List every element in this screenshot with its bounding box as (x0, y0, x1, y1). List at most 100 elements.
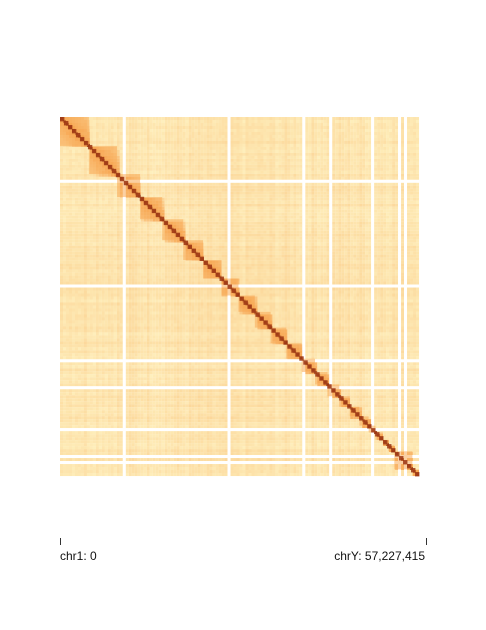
heatmap-cell (305, 131, 309, 135)
heatmap-cell (281, 200, 285, 204)
heatmap-cell (359, 155, 363, 159)
heatmap-cell (290, 176, 294, 180)
heatmap-cell (284, 185, 288, 189)
heatmap-cell (167, 143, 171, 147)
heatmap-cell (389, 203, 393, 207)
heatmap-cell (305, 170, 309, 174)
heatmap-cell (62, 212, 67, 216)
heatmap-cell (383, 185, 387, 189)
heatmap-cell (149, 161, 153, 165)
heatmap-cell (266, 131, 270, 135)
heatmap-cell (152, 164, 156, 168)
heatmap-cell (89, 128, 93, 133)
heatmap-cell (197, 188, 201, 192)
heatmap-cell (119, 119, 123, 124)
heatmap-cell (203, 179, 207, 183)
heatmap-cell (338, 197, 342, 201)
heatmap-cell (125, 131, 129, 135)
heatmap-cell (113, 221, 117, 225)
heatmap-cell (269, 119, 273, 124)
heatmap-cell (371, 209, 375, 213)
heatmap-cell (251, 149, 255, 153)
heatmap-cell (257, 230, 261, 234)
heatmap-cell (209, 146, 213, 150)
heatmap-cell (293, 230, 297, 234)
heatmap-cell (104, 119, 108, 124)
heatmap-cell (137, 233, 141, 237)
heatmap-cell (371, 164, 375, 168)
heatmap-cell (293, 197, 297, 201)
heatmap-cell (179, 137, 183, 141)
heatmap-cell (278, 119, 282, 124)
heatmap-cell (305, 200, 309, 204)
heatmap-cell (110, 173, 114, 177)
heatmap-cell (302, 167, 306, 171)
heatmap-cell (338, 191, 342, 195)
heatmap-cell (191, 194, 195, 198)
heatmap-cell (137, 200, 141, 204)
heatmap-cell (95, 212, 99, 216)
heatmap-cell (224, 125, 228, 130)
heatmap-cell (392, 215, 396, 219)
heatmap-cell (260, 170, 264, 174)
heatmap-cell (128, 203, 132, 207)
heatmap-cell (194, 119, 198, 124)
heatmap-cell (314, 131, 318, 135)
heatmap-cell (296, 128, 300, 133)
heatmap-cell (182, 200, 186, 204)
heatmap-cell (167, 146, 171, 150)
heatmap-cell (224, 158, 228, 162)
heatmap-cell (365, 191, 369, 195)
heatmap-cell (359, 140, 363, 144)
heatmap-cell (245, 200, 249, 204)
heatmap-cell (116, 117, 120, 121)
heatmap-cell (134, 152, 138, 156)
heatmap-cell (83, 191, 87, 195)
heatmap-cell (173, 128, 177, 133)
heatmap-cell (365, 140, 369, 144)
heatmap-cell (269, 137, 273, 141)
heatmap-cell (131, 239, 135, 243)
heatmap-cell (176, 194, 180, 198)
heatmap-cell (311, 128, 315, 133)
heatmap-cell (65, 209, 70, 213)
heatmap-cell (284, 173, 288, 177)
heatmap-cell (317, 137, 321, 141)
heatmap-cell (302, 119, 306, 124)
heatmap-cell (317, 215, 321, 219)
heatmap-cell (338, 236, 342, 240)
heatmap-cell (263, 119, 267, 124)
heatmap-cell (389, 212, 393, 216)
heatmap-cell (416, 170, 420, 174)
heatmap-cell (398, 206, 402, 210)
heatmap-cell (329, 119, 333, 124)
heatmap-cell (203, 143, 207, 147)
heatmap-cell (245, 134, 249, 138)
heatmap-cell (380, 182, 384, 186)
heatmap-cell (320, 155, 324, 159)
heatmap-cell (203, 218, 207, 222)
heatmap-cell (116, 221, 120, 225)
heatmap-cell (326, 233, 330, 237)
heatmap-cell (182, 185, 186, 189)
heatmap-cell (218, 191, 222, 195)
heatmap-cell (326, 117, 330, 121)
heatmap-cell (287, 203, 291, 207)
heatmap-cell (60, 215, 64, 219)
heatmap-cell (203, 224, 207, 228)
heatmap-cell (173, 185, 177, 189)
heatmap-cell (401, 176, 405, 180)
heatmap-cell (257, 158, 261, 162)
heatmap-cell (359, 185, 363, 189)
heatmap-cell (395, 131, 399, 135)
heatmap-cell (152, 140, 156, 144)
heatmap-cell (242, 122, 246, 127)
heatmap-cell (251, 152, 255, 156)
heatmap-cell (329, 218, 333, 222)
heatmap-cell (113, 185, 117, 189)
heatmap-cell (92, 128, 96, 133)
heatmap-cell (191, 197, 195, 201)
heatmap-cell (275, 134, 279, 138)
heatmap-cell (338, 146, 342, 150)
heatmap-cell (413, 209, 417, 213)
